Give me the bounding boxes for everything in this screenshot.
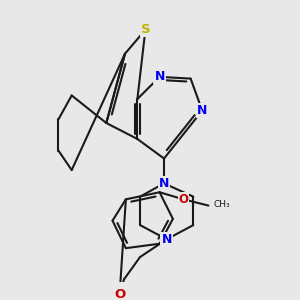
Text: N: N — [159, 177, 169, 190]
Text: S: S — [141, 23, 150, 36]
Text: N: N — [161, 233, 172, 246]
Text: O: O — [178, 193, 188, 206]
Text: CH₃: CH₃ — [213, 200, 230, 209]
Text: N: N — [197, 104, 207, 117]
Text: O: O — [114, 288, 125, 300]
Text: N: N — [154, 70, 165, 83]
